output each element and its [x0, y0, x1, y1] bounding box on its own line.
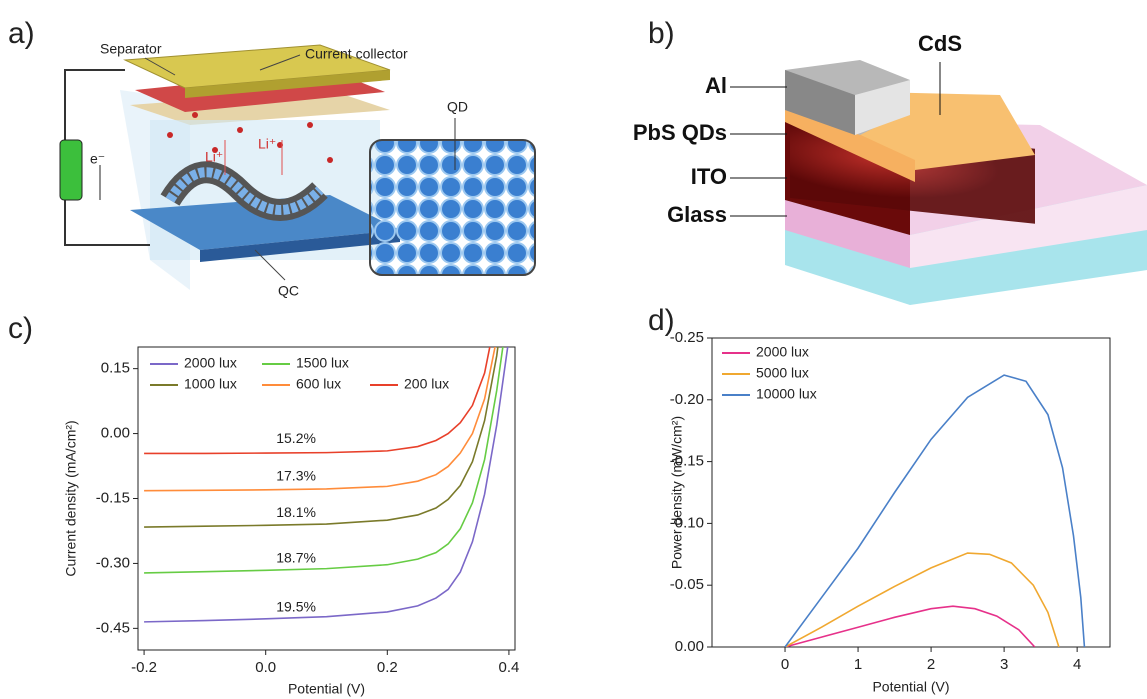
- panel-label: a): [8, 17, 35, 50]
- y-axis-title: Power density (mW/cm²): [669, 416, 685, 569]
- legend-label: 600 lux: [296, 376, 341, 392]
- label: Current collector: [305, 46, 408, 62]
- legend-label: 5000 lux: [756, 365, 809, 381]
- x-axis-title: Potential (V): [288, 681, 365, 697]
- label: QD: [447, 99, 468, 115]
- x-tick-label: 0.4: [498, 659, 519, 676]
- y-tick-label: -0.05: [670, 576, 704, 593]
- data-line: [144, 347, 499, 528]
- y-tick-label: -0.30: [96, 554, 130, 571]
- x-tick-label: 2: [927, 656, 935, 673]
- data-line: [784, 605, 1036, 647]
- y-tick-label: -0.15: [670, 453, 704, 470]
- label: e⁻: [90, 151, 105, 167]
- data-line: [784, 374, 1086, 647]
- y-tick-label: -0.25: [670, 329, 704, 346]
- y-tick-label: -0.20: [670, 391, 704, 408]
- data-line: [144, 347, 509, 623]
- legend-label: 10000 lux: [756, 386, 817, 402]
- panel-label: c): [8, 312, 33, 345]
- x-tick-label: -0.2: [131, 659, 157, 676]
- x-tick-label: 1: [854, 656, 862, 673]
- panel-label: b): [648, 17, 675, 50]
- legend-label: 1000 lux: [184, 376, 237, 392]
- x-tick-label: 0.2: [377, 659, 398, 676]
- x-tick-label: 0.0: [255, 659, 276, 676]
- y-tick-label: -0.15: [96, 489, 130, 506]
- data-line: [144, 347, 496, 492]
- plot-frame: [137, 346, 516, 651]
- label: Li⁺: [205, 149, 223, 165]
- label: Al: [705, 73, 727, 98]
- label: Separator: [100, 41, 162, 57]
- y-tick-label: 0.15: [101, 360, 130, 377]
- data-line: [784, 552, 1060, 647]
- label: CdS: [918, 31, 962, 56]
- x-axis-title: Potential (V): [872, 679, 949, 695]
- annotation: 17.3%: [276, 467, 316, 483]
- panel-label: d): [648, 304, 675, 337]
- x-tick-label: 0: [781, 656, 789, 673]
- x-tick-label: 3: [1000, 656, 1008, 673]
- label: ITO: [691, 164, 727, 189]
- legend-label: 2000 lux: [756, 344, 809, 360]
- y-tick-label: -0.10: [670, 514, 704, 531]
- label: Glass: [667, 202, 727, 227]
- legend-label: 1500 lux: [296, 355, 349, 371]
- data-line: [144, 347, 491, 455]
- legend-label: 200 lux: [404, 376, 449, 392]
- legend-label: 2000 lux: [184, 355, 237, 371]
- annotation: 18.7%: [276, 550, 316, 566]
- y-tick-label: -0.45: [96, 619, 130, 636]
- panel-a: a) Separator Current collector QD Li⁺ Li…: [8, 17, 536, 299]
- label: Li⁺: [258, 136, 276, 152]
- annotation: 18.1%: [276, 504, 316, 520]
- x-tick-label: 4: [1073, 656, 1081, 673]
- label: QC: [278, 283, 299, 299]
- y-tick-label: 0.00: [101, 425, 130, 442]
- annotation: 19.5%: [276, 599, 316, 615]
- plot-area: [784, 374, 1086, 647]
- y-axis-title: Current density (mA/cm²): [63, 420, 79, 576]
- y-tick-label: 0.00: [675, 638, 704, 655]
- label: PbS QDs: [633, 120, 727, 145]
- plot-frame: [711, 337, 1111, 648]
- plot-area: [144, 347, 509, 623]
- annotation: 15.2%: [276, 430, 316, 446]
- panel-b: b) CdS Al PbS QDs ITO Glass: [633, 17, 1147, 305]
- data-line: [144, 347, 504, 574]
